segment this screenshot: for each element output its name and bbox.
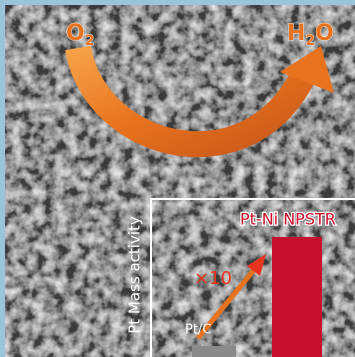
product-symbol-2: O [315, 21, 334, 46]
pt-c-bar [192, 346, 236, 357]
product-subscript: 2 [305, 33, 315, 49]
pt-c-label: Pt/C [185, 323, 211, 338]
reactant-subscript: 2 [85, 33, 95, 49]
pt-ni-label: Pt-Ni NPSTR [240, 210, 336, 229]
pt-ni-bar [272, 237, 322, 357]
reactant-symbol: O [66, 21, 85, 46]
graphical-abstract: O2 H2O Pt Mass activity Pt-Ni NPSTR ×10 … [0, 0, 355, 357]
factor-label: ×10 [194, 268, 232, 289]
product-symbol: H [287, 21, 305, 46]
inset-y-label: Pt Mass activity [126, 216, 144, 334]
